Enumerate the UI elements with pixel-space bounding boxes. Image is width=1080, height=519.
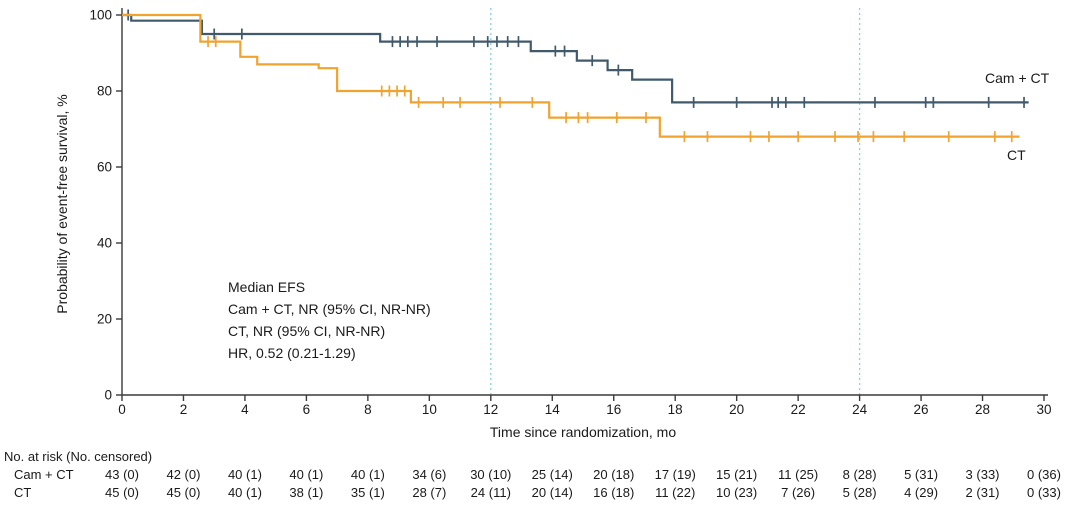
risk-value: 0 (36): [1027, 467, 1061, 482]
risk-value: 15 (21): [716, 467, 758, 482]
survival-curve-ct: [122, 13, 1020, 138]
y-axis-title: Probability of event-free survival, %: [54, 94, 70, 314]
y-tick-label: 40: [97, 236, 112, 251]
risk-value: 28 (7): [412, 485, 447, 500]
x-tick-label: 30: [1036, 402, 1051, 417]
risk-value: 38 (1): [289, 485, 324, 500]
x-tick-label: 20: [729, 402, 744, 417]
risk-value: 2 (31): [965, 485, 1000, 500]
risk-value: 20 (14): [531, 485, 573, 500]
y-tick-label: 0: [104, 388, 112, 403]
x-tick-label: 14: [545, 402, 561, 417]
x-axis-title: Time since randomization, mo: [489, 424, 677, 440]
y-tick-label: 80: [97, 84, 112, 99]
risk-value: 25 (14): [531, 467, 573, 482]
x-tick-label: 2: [180, 402, 188, 417]
risk-value: 24 (11): [470, 485, 511, 500]
annotation-line-median-efs: Median EFS: [228, 279, 306, 295]
risk-value: 30 (10): [470, 467, 512, 482]
x-tick-label: 12: [483, 402, 498, 417]
y-tick-label: 60: [97, 160, 112, 175]
risk-value: 40 (1): [350, 467, 385, 482]
risk-value: 0 (33): [1027, 485, 1061, 500]
risk-value: 40 (1): [227, 485, 262, 500]
curve-label-ct: CT: [1007, 147, 1026, 163]
risk-value: 42 (0): [166, 467, 201, 482]
annotation-line-cam-ct: Cam + CT, NR (95% CI, NR-NR): [228, 301, 431, 317]
survival-curve-cam-ct: [122, 13, 1029, 104]
x-tick-label: 18: [668, 402, 683, 417]
risk-value: 7 (26): [781, 485, 816, 500]
risk-value: 45 (0): [166, 485, 201, 500]
risk-table-header: No. at risk (No. censored): [4, 449, 153, 464]
risk-value: 8 (28): [842, 467, 877, 482]
risk-value: 40 (1): [289, 467, 324, 482]
risk-row-label-cam-ct: Cam + CT: [14, 467, 74, 482]
x-tick-label: 8: [364, 402, 372, 417]
annotation-line-hr: HR, 0.52 (0.21-1.29): [228, 345, 356, 361]
risk-value: 16 (18): [593, 485, 635, 500]
annotation-line-ct: CT, NR (95% CI, NR-NR): [228, 323, 386, 339]
risk-value: 3 (33): [965, 467, 1000, 482]
x-tick-label: 10: [422, 402, 437, 417]
risk-value: 4 (29): [904, 485, 939, 500]
x-tick-label: 16: [606, 402, 621, 417]
x-tick-label: 0: [118, 402, 126, 417]
risk-value: 45 (0): [105, 485, 139, 500]
risk-value: 43 (0): [105, 467, 139, 482]
risk-value: 35 (1): [350, 485, 385, 500]
risk-value: 40 (1): [227, 467, 262, 482]
x-tick-label: 22: [791, 402, 806, 417]
median-efs-annotation: Median EFS Cam + CT, NR (95% CI, NR-NR) …: [228, 276, 431, 364]
risk-value: 34 (6): [412, 467, 447, 482]
risk-value: 11 (22): [655, 485, 696, 500]
x-tick-label: 28: [975, 402, 990, 417]
x-tick-label: 6: [303, 402, 311, 417]
risk-value: 20 (18): [593, 467, 635, 482]
risk-value: 17 (19): [654, 467, 696, 482]
x-tick-label: 4: [241, 402, 249, 417]
x-tick-label: 24: [852, 402, 868, 417]
risk-value: 11 (25): [778, 467, 819, 482]
y-tick-label: 20: [97, 312, 112, 327]
curve-label-cam-ct: Cam + CT: [985, 70, 1050, 86]
risk-value: 10 (23): [716, 485, 758, 500]
risk-value: 5 (28): [842, 485, 877, 500]
x-tick-label: 26: [914, 402, 929, 417]
risk-value: 5 (31): [904, 467, 939, 482]
risk-row-label-ct: CT: [14, 485, 32, 500]
y-tick-label: 100: [89, 8, 112, 23]
